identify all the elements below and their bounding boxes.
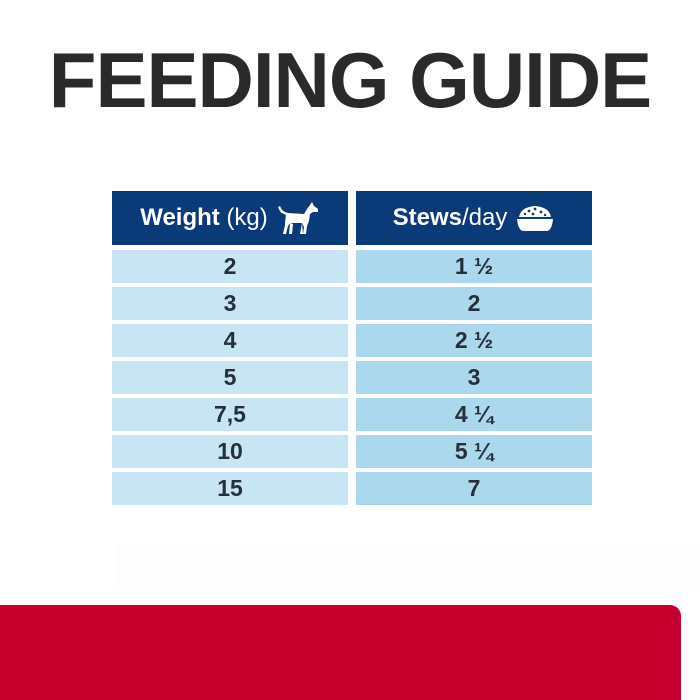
stews-cell: 4 ¼ — [356, 398, 592, 431]
stews-header: Stews/day — [356, 191, 592, 245]
weight-cell: 4 — [112, 324, 348, 357]
dog-icon — [276, 201, 320, 235]
stews-header-unit: /day — [462, 204, 508, 231]
weight-cell: 15 — [112, 472, 348, 505]
weight-header-unit: (kg) — [219, 204, 268, 231]
weight-cell: 3 — [112, 287, 348, 320]
brand-red-band — [0, 605, 681, 700]
weight-cell: 10 — [112, 435, 348, 468]
stews-cell: 5 ¼ — [356, 435, 592, 468]
stews-column: Stews/day 1 ½ 2 2 ½ 3 4 ¼ 5 ¼ 7 — [356, 191, 592, 509]
weight-column: Weight (kg) 2 3 4 5 7,5 10 15 — [112, 191, 348, 509]
weight-cell: 5 — [112, 361, 348, 394]
weight-cell: 7,5 — [112, 398, 348, 431]
stews-cell: 2 — [356, 287, 592, 320]
stews-header-label: Stews — [392, 204, 462, 231]
stews-cell: 1 ½ — [356, 250, 592, 283]
background-panel — [115, 545, 700, 590]
food-bowl-icon — [515, 203, 555, 233]
stews-cell: 2 ½ — [356, 324, 592, 357]
stews-cell: 7 — [356, 472, 592, 505]
page-title: FEEDING GUIDE — [48, 36, 652, 124]
stews-cell: 3 — [356, 361, 592, 394]
weight-cell: 2 — [112, 250, 348, 283]
weight-header-label: Weight — [140, 204, 220, 231]
weight-header: Weight (kg) — [112, 191, 348, 245]
